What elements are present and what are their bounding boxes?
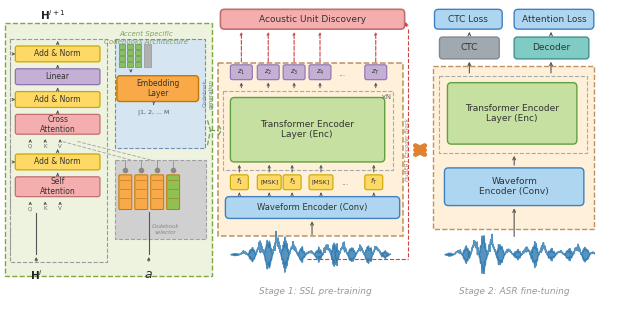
FancyBboxPatch shape: [151, 175, 164, 209]
FancyBboxPatch shape: [309, 65, 331, 80]
Text: Attention Loss: Attention Loss: [522, 15, 586, 24]
Bar: [119, 62, 125, 67]
Text: Add & Norm: Add & Norm: [35, 95, 81, 104]
Bar: [144, 44, 151, 67]
Bar: [218, 63, 403, 236]
Bar: [135, 56, 141, 61]
FancyBboxPatch shape: [365, 65, 387, 80]
FancyBboxPatch shape: [135, 175, 148, 209]
Text: |1, 2, ... M: |1, 2, ... M: [138, 110, 170, 115]
Bar: [127, 44, 133, 49]
FancyBboxPatch shape: [309, 175, 333, 190]
Bar: [127, 62, 133, 67]
Text: ...: ...: [341, 178, 348, 187]
Text: $z_4$: $z_4$: [316, 68, 324, 77]
Text: Transformer Encoder
Layer (Enc): Transformer Encoder Layer (Enc): [260, 120, 354, 139]
FancyBboxPatch shape: [117, 76, 198, 101]
Bar: [10, 39, 107, 262]
FancyBboxPatch shape: [257, 175, 281, 190]
Text: Add & Norm: Add & Norm: [35, 49, 81, 59]
FancyBboxPatch shape: [15, 114, 100, 134]
Text: Add & Norm: Add & Norm: [35, 157, 81, 167]
Text: $a$: $a$: [145, 269, 153, 281]
FancyBboxPatch shape: [283, 175, 301, 190]
FancyBboxPatch shape: [15, 46, 100, 62]
Text: Q: Q: [28, 206, 33, 211]
FancyBboxPatch shape: [447, 83, 577, 144]
FancyBboxPatch shape: [435, 9, 502, 29]
Text: Q: Q: [28, 144, 33, 149]
FancyBboxPatch shape: [225, 197, 399, 218]
Bar: [135, 50, 141, 55]
Bar: [223, 90, 393, 170]
Text: $f_1$: $f_1$: [236, 177, 243, 187]
Text: Codebook
generation: Codebook generation: [203, 79, 214, 109]
Text: HuBERT Encoder Block: HuBERT Encoder Block: [405, 118, 410, 181]
FancyBboxPatch shape: [514, 37, 589, 59]
Text: Waveform Encoder (Conv): Waveform Encoder (Conv): [257, 203, 368, 212]
Text: Stage 2: ASR fine-tuning: Stage 2: ASR fine-tuning: [459, 287, 570, 296]
Text: CTC Loss: CTC Loss: [449, 15, 488, 24]
Bar: [440, 76, 587, 153]
Text: CTC: CTC: [461, 44, 478, 53]
Text: Stage 1: SSL pre-training: Stage 1: SSL pre-training: [259, 287, 371, 296]
FancyBboxPatch shape: [15, 69, 100, 85]
Text: Waveform
Encoder (Conv): Waveform Encoder (Conv): [479, 177, 549, 197]
Text: $f_T$: $f_T$: [370, 177, 378, 187]
FancyBboxPatch shape: [15, 92, 100, 107]
Bar: [127, 56, 133, 61]
Bar: [135, 44, 141, 49]
Text: Decoder: Decoder: [532, 44, 570, 53]
Bar: [119, 44, 125, 49]
Text: Linear: Linear: [45, 72, 70, 81]
Text: K: K: [44, 144, 47, 149]
FancyBboxPatch shape: [15, 177, 100, 197]
Bar: [433, 66, 594, 229]
FancyBboxPatch shape: [283, 65, 305, 80]
Text: $\mathbf{H}^{i}$: $\mathbf{H}^{i}$: [30, 268, 43, 282]
Text: ...: ...: [339, 69, 346, 78]
Text: Embedding
Layer: Embedding Layer: [136, 79, 179, 98]
Bar: [119, 56, 125, 61]
Text: Acoustic Unit Discovery: Acoustic Unit Discovery: [259, 15, 366, 24]
FancyBboxPatch shape: [514, 9, 594, 29]
Bar: [119, 50, 125, 55]
Bar: [135, 62, 141, 67]
Text: Self
Attention: Self Attention: [40, 177, 76, 197]
Text: $z_1$: $z_1$: [237, 68, 246, 77]
Text: [MSK]: [MSK]: [260, 180, 278, 185]
Text: $z_3$: $z_3$: [290, 68, 298, 77]
FancyBboxPatch shape: [166, 175, 180, 209]
Text: V: V: [58, 206, 62, 211]
Text: Codebooks Architecture: Codebooks Architecture: [104, 39, 188, 45]
Text: [MSK]: [MSK]: [312, 180, 330, 185]
FancyBboxPatch shape: [15, 154, 100, 170]
Text: K: K: [44, 206, 47, 211]
Text: ×N: ×N: [380, 94, 390, 100]
FancyBboxPatch shape: [230, 98, 385, 162]
Text: Codebook
selector: Codebook selector: [152, 224, 179, 235]
FancyBboxPatch shape: [220, 9, 404, 29]
Bar: [5, 23, 212, 276]
Bar: [127, 50, 133, 55]
Text: $z_T$: $z_T$: [371, 68, 380, 77]
FancyBboxPatch shape: [230, 65, 252, 80]
Text: Transformer Encoder
Layer (Enc): Transformer Encoder Layer (Enc): [465, 104, 559, 123]
Bar: [115, 160, 207, 239]
Bar: [115, 39, 205, 148]
Text: $z_2$: $z_2$: [264, 68, 273, 77]
FancyBboxPatch shape: [119, 175, 132, 209]
Text: $\mathbf{H}^{i+1}$: $\mathbf{H}^{i+1}$: [40, 8, 66, 22]
FancyBboxPatch shape: [365, 175, 383, 190]
Text: $f_3$: $f_3$: [289, 177, 296, 187]
FancyBboxPatch shape: [257, 65, 279, 80]
FancyBboxPatch shape: [230, 175, 248, 190]
Text: Cross
Attention: Cross Attention: [40, 115, 76, 134]
Text: Accent Specific: Accent Specific: [119, 31, 173, 37]
FancyBboxPatch shape: [444, 168, 584, 206]
Text: V: V: [58, 144, 62, 149]
FancyBboxPatch shape: [440, 37, 499, 59]
